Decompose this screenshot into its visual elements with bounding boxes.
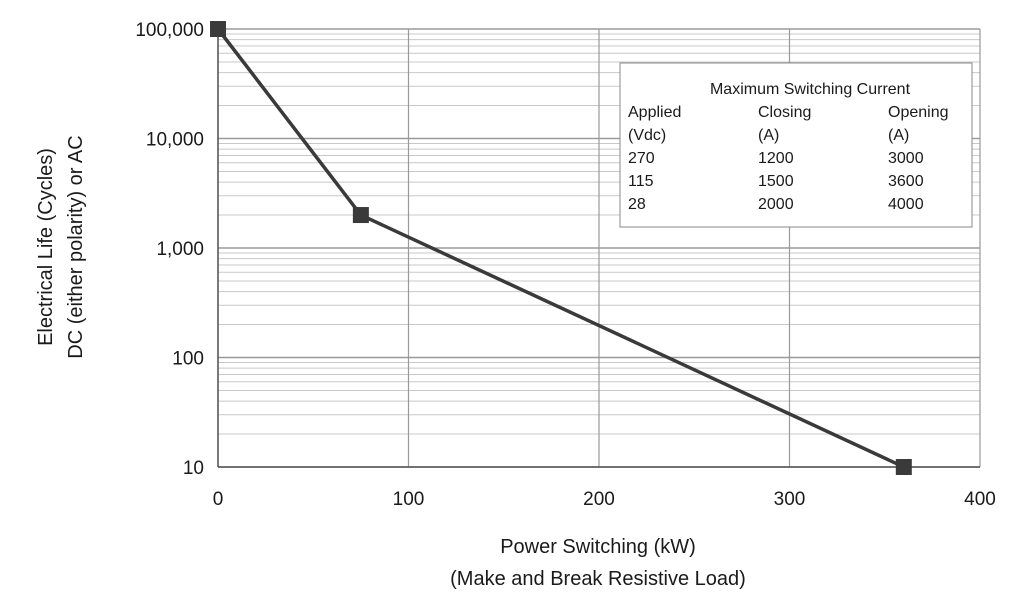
table-cell: 115 bbox=[628, 173, 654, 190]
y-axis-label: Electrical Life (Cycles) bbox=[35, 148, 57, 346]
table-header-cell: (Vdc) bbox=[628, 127, 666, 144]
data-point-marker bbox=[352, 207, 369, 224]
y-tick-label: 1,000 bbox=[156, 239, 204, 260]
table-cell: 1500 bbox=[758, 173, 794, 190]
x-axis-label: Power Switching (kW) bbox=[500, 536, 696, 558]
x-tick-label: 0 bbox=[213, 489, 224, 510]
switching-current-table: Maximum Switching Current Applied Closing… bbox=[619, 62, 973, 228]
table-header-cell: (A) bbox=[758, 127, 779, 144]
y-tick-label: 10,000 bbox=[146, 130, 204, 151]
table-title: Maximum Switching Current bbox=[710, 81, 911, 98]
x-tick-label: 200 bbox=[583, 489, 615, 510]
table-cell: 1200 bbox=[758, 150, 794, 167]
table-header-cell: Closing bbox=[758, 104, 811, 121]
x-tick-label: 400 bbox=[964, 489, 996, 510]
data-point-marker bbox=[210, 21, 226, 37]
y-tick-label: 100 bbox=[172, 349, 204, 370]
y-tick-label: 10 bbox=[183, 458, 204, 479]
table-cell: 270 bbox=[628, 150, 655, 167]
table-cell: 3600 bbox=[888, 173, 924, 190]
table-cell: 28 bbox=[628, 196, 646, 213]
x-tick-label: 300 bbox=[774, 489, 806, 510]
y-axis-sublabel: DC (either polarity) or AC bbox=[65, 135, 87, 358]
y-tick-label: 100,000 bbox=[135, 20, 204, 41]
table-header-cell: (A) bbox=[888, 127, 909, 144]
x-tick-label: 100 bbox=[393, 489, 425, 510]
table-header-cell: Applied bbox=[628, 104, 681, 121]
table-box bbox=[619, 62, 973, 228]
series bbox=[210, 21, 912, 475]
x-axis-sublabel: (Make and Break Resistive Load) bbox=[450, 568, 746, 590]
data-point-marker bbox=[895, 459, 912, 475]
x-tick-labels: 0 100 200 300 400 bbox=[213, 489, 996, 510]
table-header-cell: Opening bbox=[888, 104, 949, 121]
y-tick-labels: 10 100 1,000 10,000 100,000 bbox=[135, 20, 204, 479]
table-cell: 2000 bbox=[758, 196, 794, 213]
table-cell: 4000 bbox=[888, 196, 924, 213]
axes bbox=[217, 29, 980, 468]
table-cell: 3000 bbox=[888, 150, 924, 167]
